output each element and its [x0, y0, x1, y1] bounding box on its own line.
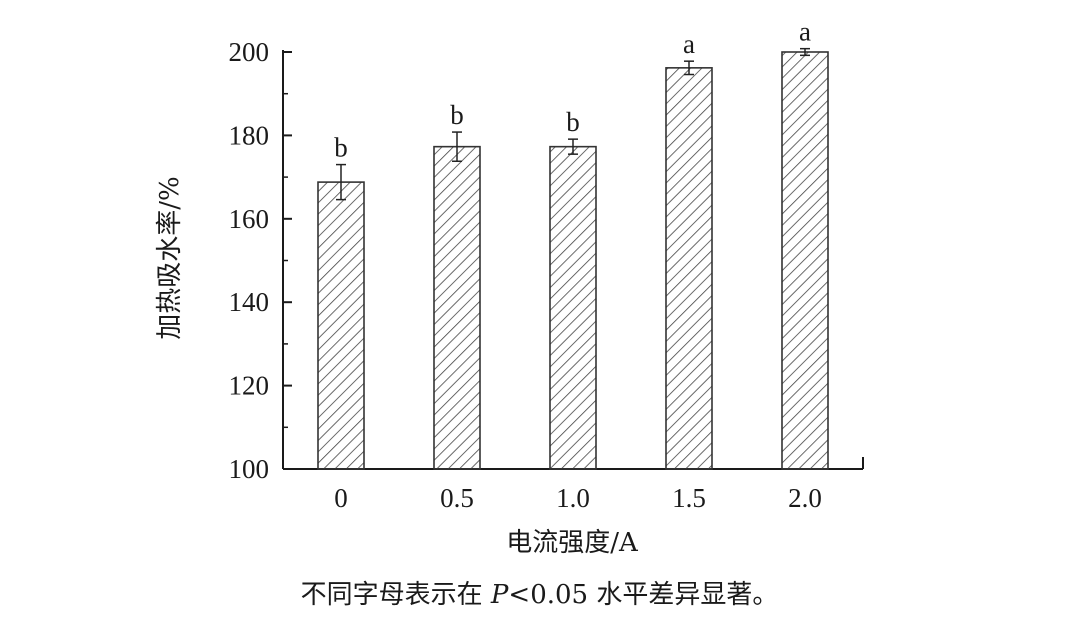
caption-prefix: 不同字母表示在 — [300, 580, 491, 610]
y-axis: 100 120 140 160 180 200 — [229, 37, 292, 484]
bar — [781, 51, 829, 470]
bar — [433, 145, 481, 470]
bars: b b b a a — [317, 17, 829, 470]
bar-chart: 100 120 140 160 180 200 0 0.5 1.0 1.5 2.0 b b b a a 加… — [155, 17, 864, 558]
bar — [665, 67, 713, 470]
bar — [549, 145, 597, 470]
x-tick-label: 1.5 — [672, 483, 706, 513]
x-tick-label: 0.5 — [440, 483, 474, 513]
significance-label: b — [334, 133, 348, 163]
y-tick-label: 140 — [229, 287, 270, 317]
x-axis-title: 电流强度/A — [506, 528, 639, 558]
caption-p-symbol: P — [490, 580, 509, 610]
x-tick-label: 0 — [334, 483, 348, 513]
y-tick-label: 160 — [229, 204, 270, 234]
x-tick-label: 2.0 — [788, 483, 822, 513]
caption-suffix: <0.05 水平差异显著。 — [508, 580, 779, 610]
y-axis-title: 加热吸水率/% — [155, 176, 185, 339]
y-tick-label: 200 — [229, 37, 270, 67]
y-tick-label: 180 — [229, 120, 270, 150]
significance-label: a — [799, 17, 811, 47]
significance-label: b — [566, 107, 580, 137]
significance-label: a — [683, 29, 695, 59]
x-tick-label: 1.0 — [556, 483, 590, 513]
significance-label: b — [450, 100, 464, 130]
y-tick-label: 100 — [229, 454, 270, 484]
y-tick-label: 120 — [229, 371, 270, 401]
bar — [317, 181, 365, 470]
figure-caption: 不同字母表示在 P<0.05 水平差异显著。 — [0, 574, 1079, 611]
